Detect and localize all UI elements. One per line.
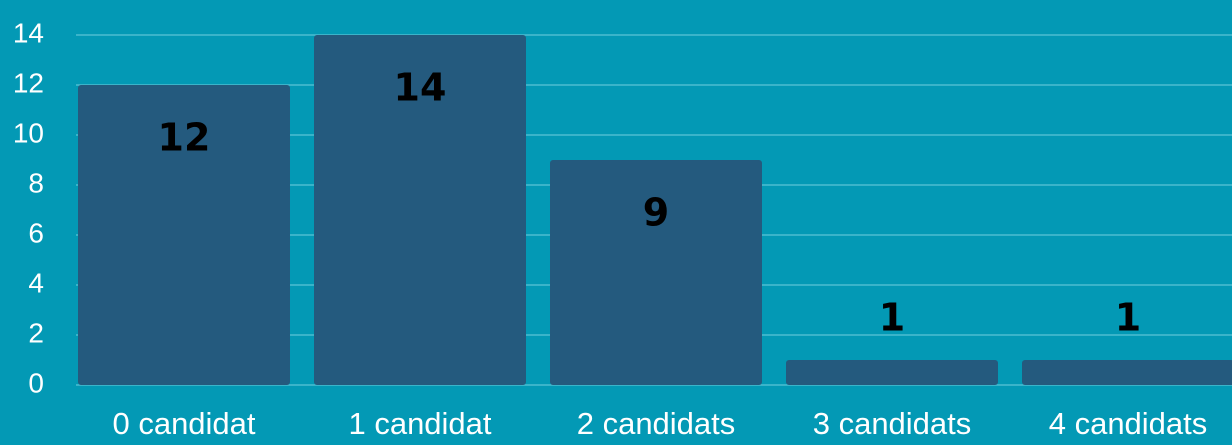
y-tick-label: 10 bbox=[13, 117, 44, 148]
data-label: 1 bbox=[879, 296, 905, 340]
y-tick-label: 0 bbox=[28, 367, 44, 398]
y-tick-label: 2 bbox=[28, 317, 44, 348]
x-tick-label: 0 candidat bbox=[112, 406, 255, 441]
data-label: 9 bbox=[643, 191, 669, 235]
bar bbox=[314, 35, 526, 385]
y-tick-label: 14 bbox=[13, 17, 44, 48]
x-tick-label: 4 candidats bbox=[1049, 406, 1208, 441]
bar bbox=[786, 360, 998, 385]
y-tick-label: 8 bbox=[28, 167, 44, 198]
y-tick-label: 6 bbox=[28, 217, 44, 248]
y-tick-label: 12 bbox=[13, 67, 44, 98]
y-tick-label: 4 bbox=[28, 267, 44, 298]
data-label: 12 bbox=[158, 116, 211, 160]
x-tick-label: 1 candidat bbox=[348, 406, 491, 441]
bar bbox=[1022, 360, 1232, 385]
data-label: 1 bbox=[1115, 296, 1141, 340]
data-label: 14 bbox=[394, 66, 447, 110]
x-tick-label: 2 candidats bbox=[577, 406, 736, 441]
x-tick-label: 3 candidats bbox=[813, 406, 972, 441]
bar bbox=[550, 160, 762, 385]
bar bbox=[78, 85, 290, 385]
